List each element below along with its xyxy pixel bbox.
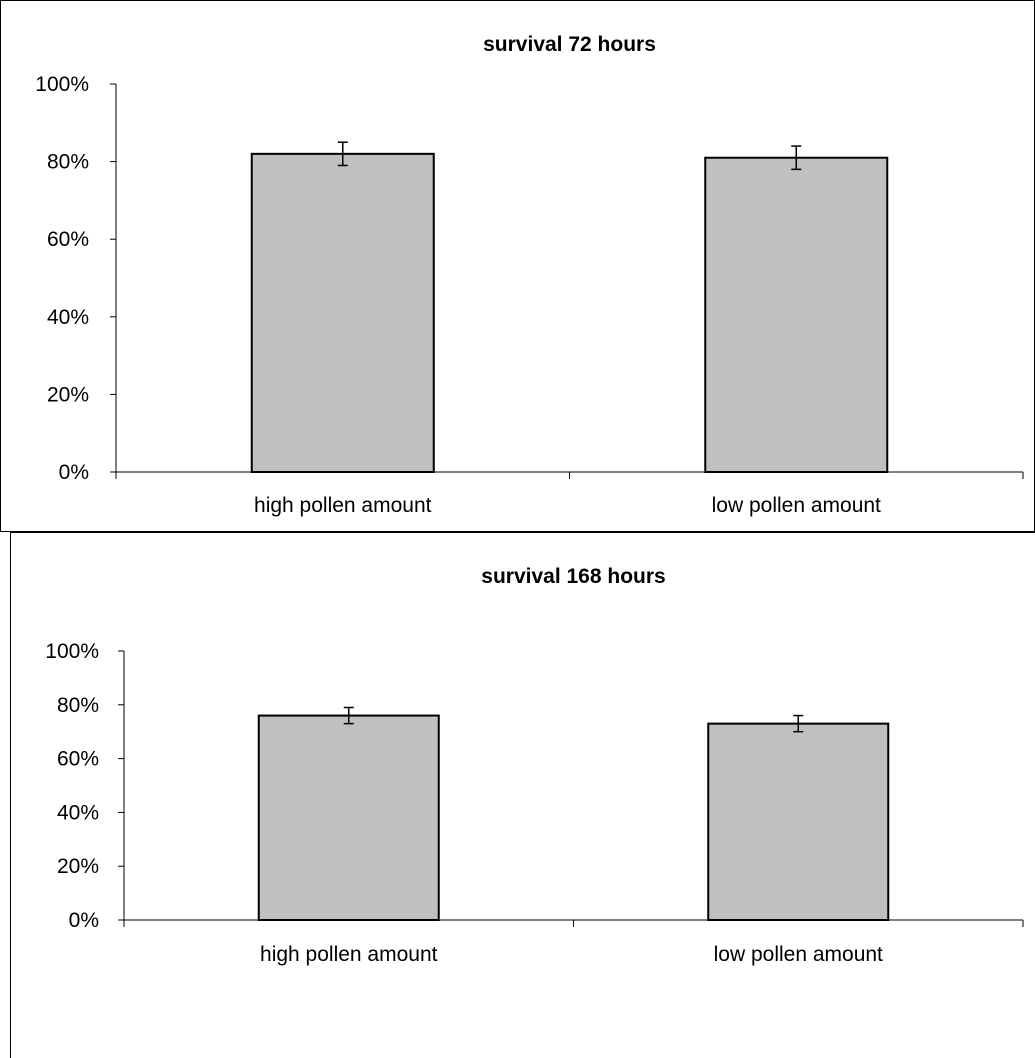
bar — [250, 152, 435, 473]
y-tick-label: 60% — [47, 228, 89, 251]
y-tick-label: 100% — [45, 640, 99, 663]
x-category-label: low pollen amount — [712, 494, 881, 517]
chart-title: survival 72 hours — [483, 33, 656, 56]
y-tick-label: 80% — [57, 694, 99, 717]
chart-72h: survival 72 hours 0% 20% 40% 60% 80% 100% high … — [35, 33, 1024, 517]
y-tick-label: 80% — [47, 151, 89, 174]
y-tick-label: 40% — [47, 306, 89, 329]
x-category-label: low pollen amount — [714, 943, 883, 966]
chart-panel-72h: survival 72 hours 0% 20% 40% 60% 80% 100% high … — [0, 0, 1035, 532]
bar — [704, 156, 889, 473]
bar — [257, 714, 440, 921]
chart-title: survival 168 hours — [481, 565, 665, 588]
chart-panel-168h: survival 168 hours 0% 20% 40% 60% 80% 100% high… — [10, 532, 1035, 1058]
y-tick-label: 0% — [69, 909, 99, 932]
y-tick-label: 20% — [47, 383, 89, 406]
x-category-label: high pollen amount — [254, 494, 432, 517]
y-tick-label: 100% — [35, 73, 89, 96]
y-tick-label: 20% — [57, 855, 99, 878]
y-tick-label: 40% — [57, 801, 99, 824]
x-category-label: high pollen amount — [260, 943, 438, 966]
chart-168h: survival 168 hours 0% 20% 40% 60% 80% 100% high… — [45, 565, 1024, 966]
y-tick-label: 60% — [57, 748, 99, 771]
bar — [707, 722, 890, 921]
y-tick-label: 0% — [59, 461, 89, 484]
